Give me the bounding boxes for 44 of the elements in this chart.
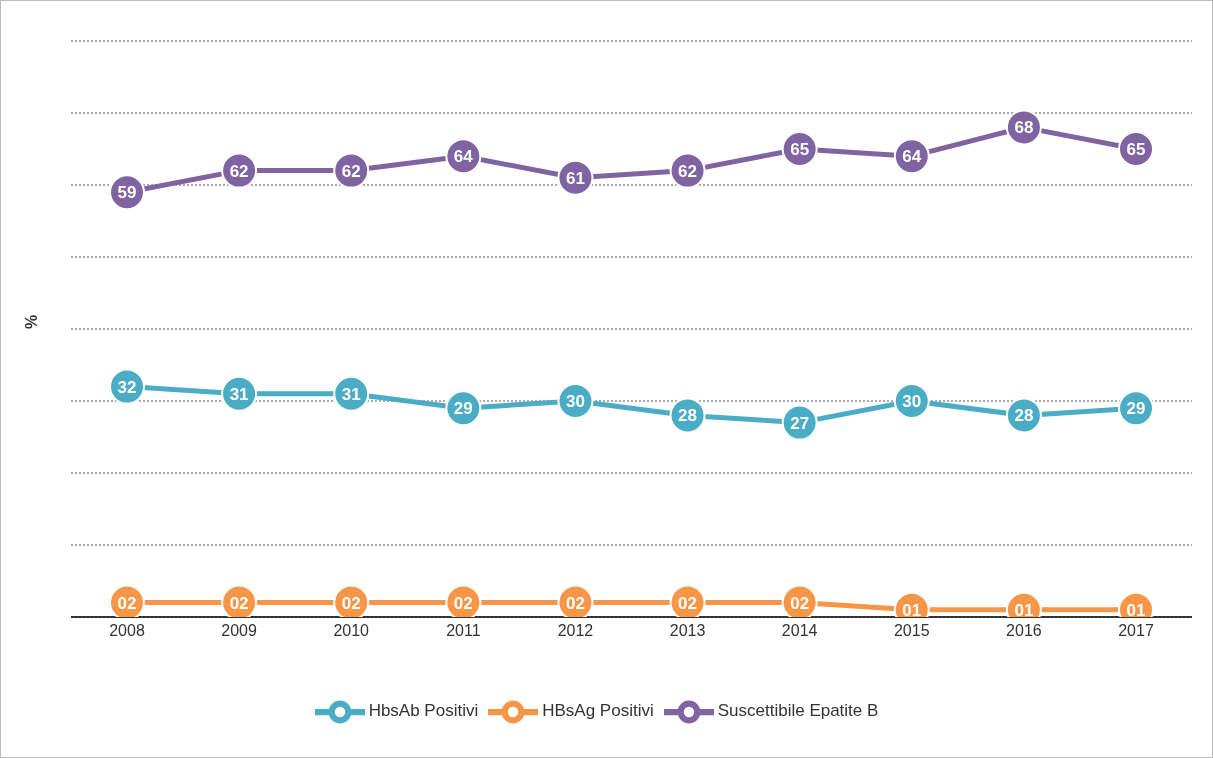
- x-tick-label: 2012: [557, 622, 594, 640]
- data-label: 27: [790, 413, 810, 433]
- data-label: 29: [1126, 399, 1146, 419]
- x-tick-label: 2011: [446, 622, 481, 640]
- x-tick-label: 2010: [333, 622, 370, 640]
- data-label: 02: [117, 593, 137, 613]
- data-label: 65: [790, 140, 810, 159]
- data-label: 30: [565, 392, 585, 411]
- data-label: 30: [902, 392, 922, 411]
- data-label: 68: [1014, 118, 1034, 138]
- data-label: 02: [341, 593, 361, 613]
- data-label: 62: [229, 161, 249, 181]
- legend-label: HbsAb Positivi: [368, 701, 479, 721]
- data-label: 62: [341, 161, 361, 181]
- x-tick-label: 2014: [781, 622, 818, 640]
- data-label: 62: [678, 161, 698, 181]
- data-label: 31: [229, 384, 249, 404]
- data-label: 02: [229, 593, 249, 613]
- data-label: 32: [117, 377, 137, 397]
- data-label: 31: [341, 384, 361, 404]
- x-tick-label: 2009: [221, 622, 258, 640]
- data-label: 01: [1126, 600, 1146, 620]
- y-axis-title: %: [22, 314, 40, 329]
- data-label: 59: [117, 183, 137, 203]
- data-label: 02: [565, 593, 585, 613]
- x-tick-label: 2008: [109, 622, 145, 640]
- x-tick-label: 2017: [1118, 622, 1154, 640]
- x-tick-label: 2015: [893, 622, 930, 640]
- data-label: 29: [453, 399, 473, 419]
- data-label: 28: [678, 406, 698, 426]
- data-label: 01: [902, 600, 922, 620]
- x-tick-label: 2013: [669, 622, 706, 640]
- legend-label: Suscettibile Epatite B: [717, 701, 879, 721]
- data-label: 28: [1014, 406, 1034, 426]
- data-label: 61: [565, 168, 585, 188]
- x-tick-label: 2016: [1006, 622, 1042, 640]
- data-label: 02: [790, 593, 810, 613]
- data-label: 02: [678, 593, 698, 613]
- data-label: 64: [453, 147, 474, 167]
- data-label: 64: [902, 147, 922, 167]
- legend-label: HBsAg Positivi: [542, 701, 654, 721]
- data-label: 02: [453, 593, 473, 613]
- data-label: 65: [1126, 140, 1146, 159]
- data-label: 01: [1014, 600, 1034, 620]
